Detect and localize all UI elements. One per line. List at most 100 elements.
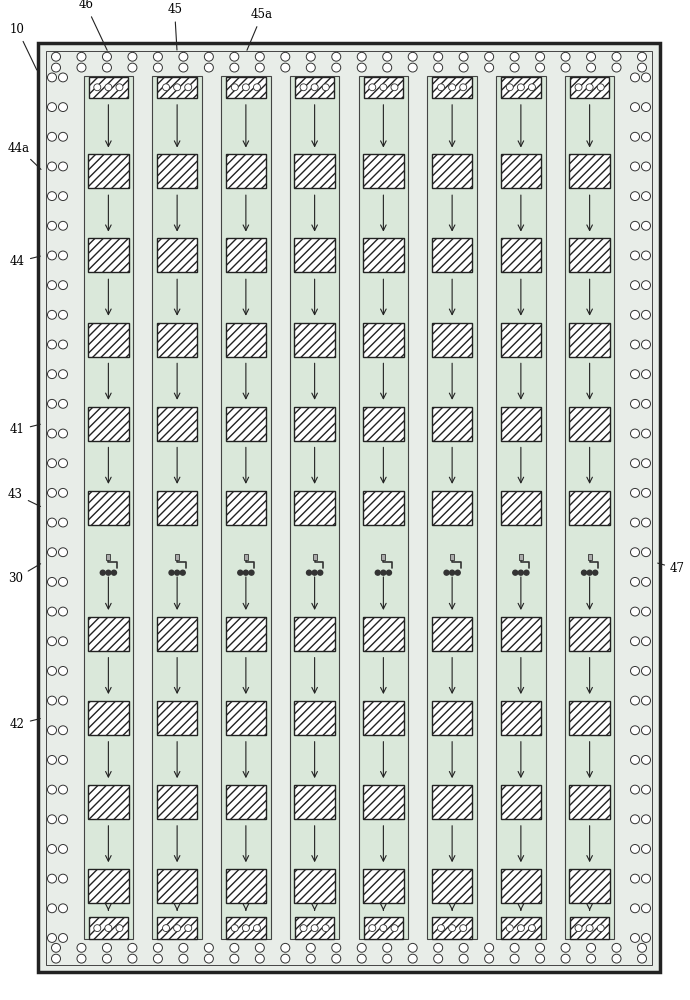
- Circle shape: [631, 518, 640, 527]
- Bar: [363, 491, 404, 525]
- Bar: [570, 917, 609, 939]
- Circle shape: [59, 518, 68, 527]
- Bar: [382, 554, 386, 560]
- Bar: [157, 491, 197, 525]
- Bar: [175, 554, 179, 560]
- Circle shape: [642, 221, 651, 230]
- Circle shape: [153, 63, 162, 72]
- Circle shape: [253, 84, 260, 91]
- Bar: [157, 407, 197, 441]
- Bar: [226, 701, 266, 735]
- Circle shape: [642, 488, 651, 497]
- Circle shape: [48, 666, 57, 675]
- Bar: [295, 917, 335, 939]
- Bar: [88, 154, 128, 188]
- Bar: [363, 407, 404, 441]
- Circle shape: [598, 84, 604, 91]
- Circle shape: [631, 162, 640, 171]
- Circle shape: [59, 785, 68, 794]
- Bar: [295, 617, 335, 651]
- Bar: [226, 917, 266, 939]
- Circle shape: [332, 63, 341, 72]
- Circle shape: [642, 548, 651, 557]
- Bar: [450, 554, 454, 560]
- Circle shape: [593, 570, 598, 575]
- Bar: [313, 554, 317, 560]
- Bar: [295, 701, 335, 735]
- Circle shape: [459, 954, 468, 963]
- Bar: [433, 77, 472, 98]
- Circle shape: [231, 925, 238, 932]
- Text: 42: 42: [10, 718, 40, 731]
- Circle shape: [460, 925, 466, 932]
- Circle shape: [484, 52, 493, 61]
- Circle shape: [306, 570, 311, 575]
- Circle shape: [535, 943, 544, 952]
- Circle shape: [317, 570, 323, 575]
- Circle shape: [94, 925, 101, 932]
- Text: 45: 45: [167, 3, 182, 50]
- Circle shape: [112, 570, 117, 575]
- Text: 45a: 45a: [247, 8, 273, 50]
- Circle shape: [59, 192, 68, 201]
- Circle shape: [128, 63, 137, 72]
- Circle shape: [631, 726, 640, 735]
- Bar: [157, 869, 197, 903]
- Bar: [569, 238, 610, 272]
- Circle shape: [185, 84, 192, 91]
- Circle shape: [59, 132, 68, 141]
- Circle shape: [179, 954, 188, 963]
- Circle shape: [484, 943, 493, 952]
- Circle shape: [281, 943, 290, 952]
- Circle shape: [102, 954, 112, 963]
- Circle shape: [102, 52, 112, 61]
- Bar: [432, 869, 473, 903]
- Bar: [157, 77, 197, 98]
- Circle shape: [535, 954, 544, 963]
- Circle shape: [300, 84, 307, 91]
- Bar: [363, 238, 404, 272]
- Circle shape: [642, 815, 651, 824]
- Text: 10: 10: [10, 23, 37, 70]
- Bar: [432, 323, 473, 357]
- Circle shape: [116, 925, 123, 932]
- Circle shape: [204, 52, 213, 61]
- Circle shape: [587, 570, 592, 575]
- Circle shape: [638, 954, 647, 963]
- Circle shape: [52, 63, 61, 72]
- Circle shape: [510, 63, 519, 72]
- Bar: [359, 76, 408, 939]
- Bar: [500, 617, 541, 651]
- Circle shape: [102, 63, 112, 72]
- Bar: [570, 77, 609, 98]
- Bar: [152, 76, 202, 939]
- Bar: [157, 785, 197, 819]
- Circle shape: [638, 52, 647, 61]
- Circle shape: [306, 954, 315, 963]
- Circle shape: [638, 63, 647, 72]
- Circle shape: [48, 132, 57, 141]
- Circle shape: [575, 84, 582, 91]
- Circle shape: [631, 874, 640, 883]
- Circle shape: [357, 943, 366, 952]
- Circle shape: [255, 52, 264, 61]
- Bar: [295, 323, 335, 357]
- Circle shape: [116, 84, 123, 91]
- Circle shape: [59, 577, 68, 586]
- Circle shape: [631, 340, 640, 349]
- Bar: [295, 154, 335, 188]
- Text: 44: 44: [10, 255, 40, 268]
- Circle shape: [48, 192, 57, 201]
- Circle shape: [255, 63, 264, 72]
- Circle shape: [391, 84, 398, 91]
- Circle shape: [631, 577, 640, 586]
- Circle shape: [332, 943, 341, 952]
- Bar: [519, 554, 523, 560]
- Circle shape: [169, 570, 174, 575]
- Circle shape: [179, 63, 188, 72]
- Bar: [569, 323, 610, 357]
- Circle shape: [434, 943, 443, 952]
- Bar: [500, 785, 541, 819]
- Bar: [88, 785, 128, 819]
- Circle shape: [631, 904, 640, 913]
